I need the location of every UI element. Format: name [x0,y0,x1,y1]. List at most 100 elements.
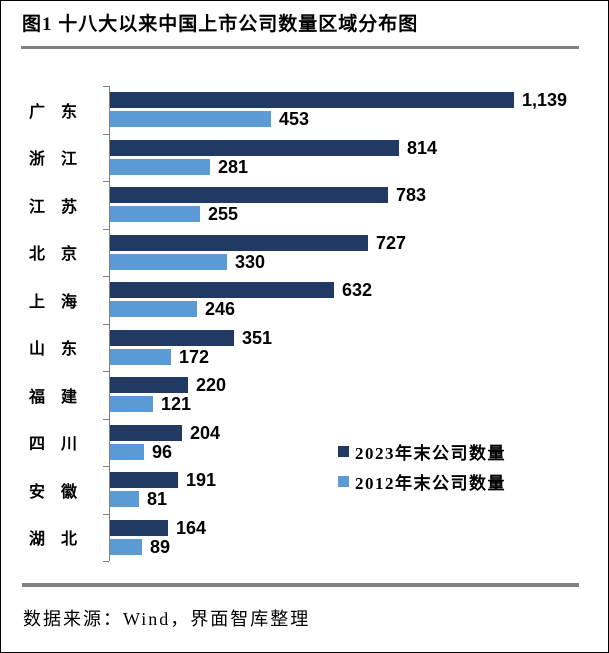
bar-value-2012: 330 [235,251,266,272]
bar-2023 [110,424,182,441]
bar-line-2012: 246 [110,299,608,320]
category-row: 湖北 164 89 [1,513,608,561]
bar-line-2012: 255 [110,204,608,225]
bar-2023 [110,377,188,394]
bar-line-2023: 632 [110,280,608,301]
bar-line-2023: 351 [110,327,608,348]
category-bars: 191 81 [103,466,608,514]
category-bars: 204 96 [103,418,608,466]
bar-2012 [110,206,200,223]
bar-value-2023: 204 [190,422,221,443]
bar-value-2023: 351 [242,327,273,348]
legend-item-2023: 2023年末公司数量 [338,436,506,466]
bar-2012 [110,158,210,175]
bar-value-2012: 121 [161,394,192,415]
bar-value-2012: 281 [218,156,249,177]
bar-2012 [110,301,197,318]
category-bars: 351 172 [103,323,608,371]
bar-value-2023: 783 [396,185,427,206]
legend-label-2023: 2023年末公司数量 [355,443,506,463]
bar-2023 [110,472,178,489]
bar-value-2012: 89 [150,536,171,557]
source-note: 数据来源：Wind，界面智库整理 [23,609,311,629]
legend-item-2012: 2012年末公司数量 [338,466,506,496]
category-label: 安徽 [29,483,77,501]
bar-2023 [110,139,399,156]
bar-2023 [110,519,168,536]
bar-2023 [110,329,234,346]
bar-line-2023: 814 [110,137,608,158]
category-bars: 220 121 [103,371,608,419]
bar-2023 [110,187,388,204]
category-bars: 727 330 [103,228,608,276]
category-label: 浙江 [29,151,77,169]
category-bars: 783 255 [103,181,608,229]
bar-2023 [110,92,514,109]
bar-line-2023: 1,139 [110,90,608,111]
bar-value-2012: 255 [208,204,239,225]
bar-2012 [110,253,227,270]
bar-2023 [110,282,334,299]
category-row: 江苏 783 255 [1,181,608,229]
bar-chart: 广东 1,139 453 浙江 814 281 江苏 [1,86,608,561]
bar-value-2023: 632 [342,280,373,301]
bar-2012 [110,491,139,508]
category-label: 四川 [29,436,77,454]
chart-title: 图1 十八大以来中国上市公司数量区域分布图 [22,14,419,35]
bottom-divider [22,583,579,587]
bar-line-2023: 204 [110,422,608,443]
category-bars: 164 89 [103,513,608,561]
category-label: 山东 [29,341,77,359]
bar-line-2012: 453 [110,109,608,130]
legend-swatch-2023-icon [338,445,349,457]
category-row: 上海 632 246 [1,276,608,324]
bar-value-2023: 814 [407,137,438,158]
bar-line-2023: 164 [110,517,608,538]
legend-label-2012: 2012年末公司数量 [355,473,506,493]
category-row: 福建 220 121 [1,371,608,419]
bar-2012 [110,443,144,460]
category-row: 安徽 191 81 [1,466,608,514]
category-label: 江苏 [29,198,77,216]
bar-line-2012: 330 [110,251,608,272]
bar-line-2023: 191 [110,470,608,491]
category-row: 浙江 814 281 [1,133,608,181]
bar-value-2012: 453 [279,109,310,130]
bar-value-2023: 191 [186,470,217,491]
bar-line-2023: 727 [110,232,608,253]
category-bars: 632 246 [103,276,608,324]
bar-line-2012: 96 [110,443,608,461]
bar-line-2012: 121 [110,394,608,415]
legend-swatch-2012-icon [338,475,349,487]
bar-line-2012: 172 [110,346,608,367]
bar-value-2012: 172 [179,346,210,367]
bar-value-2023: 164 [176,517,207,538]
bar-2012 [110,348,171,365]
axis-bottom-tick [103,561,109,562]
bar-line-2012: 89 [110,536,608,557]
bar-2012 [110,538,142,555]
title-divider [21,46,579,49]
category-label: 北京 [29,246,77,264]
category-label: 上海 [29,293,77,311]
bar-value-2023: 727 [376,232,407,253]
bar-value-2012: 246 [205,299,236,320]
bar-value-2023: 220 [196,375,227,396]
category-row: 北京 727 330 [1,228,608,276]
bar-2012 [110,111,271,128]
category-label: 广东 [29,103,77,121]
category-bars: 1,139 453 [103,86,608,134]
bar-line-2023: 220 [110,375,608,396]
bar-value-2023: 1,139 [522,90,568,111]
category-row: 山东 351 172 [1,323,608,371]
bar-line-2012: 281 [110,156,608,177]
bar-line-2023: 783 [110,185,608,206]
bar-value-2012: 81 [147,489,168,510]
bar-2012 [110,396,153,413]
category-label: 福建 [29,388,77,406]
legend: 2023年末公司数量 2012年末公司数量 [338,436,506,496]
category-bars: 814 281 [103,133,608,181]
bar-2023 [110,234,368,251]
category-row: 四川 204 96 [1,418,608,466]
